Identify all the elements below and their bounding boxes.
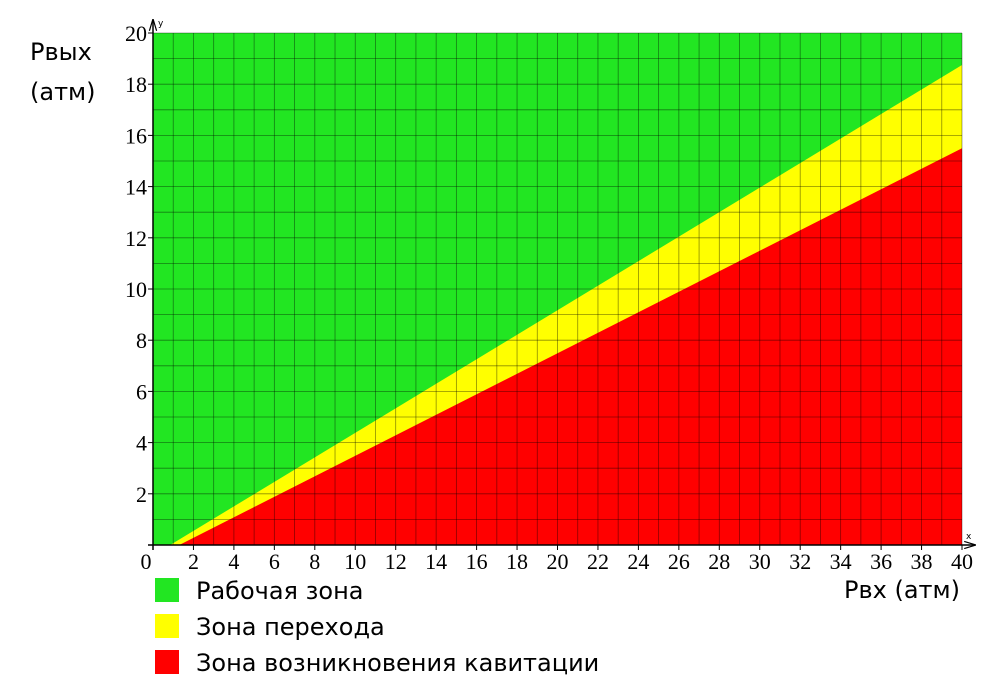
- x-tick-label: 14: [425, 549, 447, 574]
- x-tick-label: 6: [269, 549, 280, 574]
- y-tick-label: 8: [136, 328, 147, 353]
- y-axis-label: Рвых: [30, 38, 92, 66]
- x-axis-name: x: [966, 532, 972, 542]
- legend-label: Зона перехода: [196, 613, 385, 641]
- x-tick-label: 10: [344, 549, 366, 574]
- x-tick-label: 36: [870, 549, 892, 574]
- y-tick-label: 20: [125, 21, 147, 46]
- y-axis-label: (атм): [30, 78, 96, 106]
- y-tick-label: 14: [125, 175, 147, 200]
- x-tick-label: 4: [228, 549, 239, 574]
- legend-label: Рабочая зона: [196, 577, 363, 605]
- y-tick-label: 10: [125, 277, 147, 302]
- x-tick-label: 16: [466, 549, 488, 574]
- x-tick-label: 28: [708, 549, 730, 574]
- x-tick-label: 2: [188, 549, 199, 574]
- x-tick-label: 32: [789, 549, 811, 574]
- legend-swatch: [155, 614, 179, 638]
- x-tick-label: 0: [141, 549, 152, 574]
- y-tick-label: 18: [125, 72, 147, 97]
- y-tick-label: 4: [136, 431, 147, 456]
- y-axis-name: y: [158, 19, 164, 29]
- x-axis-label: Рвх (атм): [844, 576, 960, 604]
- y-tick-label: 16: [125, 123, 147, 148]
- x-tick-label: 34: [830, 549, 852, 574]
- x-tick-label: 38: [911, 549, 933, 574]
- y-tick-label: 2: [136, 482, 147, 507]
- x-tick-label: 30: [749, 549, 771, 574]
- x-tick-label: 26: [668, 549, 690, 574]
- legend-swatch: [155, 578, 179, 602]
- x-tick-label: 22: [587, 549, 609, 574]
- area: [179, 148, 963, 545]
- x-tick-label: 18: [506, 549, 528, 574]
- x-tick-label: 20: [547, 549, 569, 574]
- legend-label: Зона возникновения кавитации: [196, 649, 599, 677]
- y-tick-label: 12: [125, 226, 147, 251]
- x-tick-label: 40: [951, 549, 973, 574]
- x-tick-label: 8: [309, 549, 320, 574]
- legend-swatch: [155, 650, 179, 674]
- x-tick-label: 24: [627, 549, 649, 574]
- x-tick-label: 12: [385, 549, 407, 574]
- y-tick-label: 6: [136, 379, 147, 404]
